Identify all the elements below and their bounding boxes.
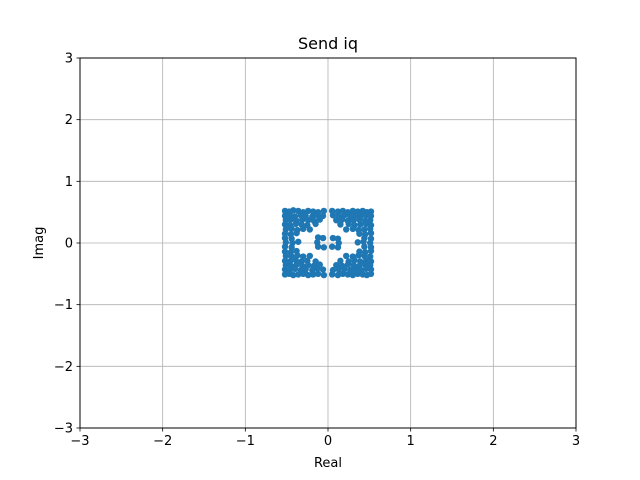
data-point bbox=[329, 212, 337, 219]
data-point bbox=[328, 271, 336, 278]
y-tick-label: 3 bbox=[65, 52, 73, 67]
data-point bbox=[344, 271, 352, 278]
data-point bbox=[337, 257, 344, 265]
data-point bbox=[319, 234, 327, 242]
data-point bbox=[337, 221, 344, 228]
y-tick-label: 0 bbox=[65, 237, 73, 252]
x-tick-label: −2 bbox=[153, 434, 172, 449]
data-point bbox=[367, 270, 375, 278]
data-point bbox=[361, 243, 368, 250]
data-point bbox=[304, 216, 312, 224]
data-point bbox=[314, 270, 322, 278]
data-point bbox=[288, 225, 295, 233]
data-point bbox=[314, 243, 322, 250]
x-tick-label: −1 bbox=[236, 434, 255, 449]
data-point bbox=[342, 252, 350, 260]
data-point bbox=[309, 208, 317, 215]
data-point bbox=[282, 252, 290, 260]
data-point bbox=[291, 265, 299, 273]
data-point bbox=[366, 253, 374, 260]
data-point bbox=[334, 244, 342, 251]
data-point bbox=[361, 252, 368, 260]
data-point bbox=[334, 271, 342, 279]
x-tick-label: 1 bbox=[407, 434, 415, 449]
data-point bbox=[356, 216, 363, 223]
data-point bbox=[295, 238, 302, 245]
data-point bbox=[367, 247, 375, 255]
data-point bbox=[350, 216, 357, 224]
x-tick-label: 3 bbox=[572, 434, 580, 449]
axis-ticks: −3 −2 −1 0 1 2 3 −3 −2 −1 0 1 2 3 bbox=[54, 52, 580, 450]
y-tick-label: −1 bbox=[54, 298, 73, 313]
data-point bbox=[281, 266, 289, 273]
data-point bbox=[295, 271, 302, 278]
data-point bbox=[281, 243, 289, 250]
x-axis-label: Real bbox=[314, 456, 342, 471]
x-tick-label: −3 bbox=[70, 434, 89, 449]
data-point bbox=[293, 229, 300, 237]
y-tick-label: 1 bbox=[65, 175, 73, 190]
data-point bbox=[362, 220, 370, 228]
y-tick-label: 2 bbox=[65, 113, 73, 128]
x-tick-label: 2 bbox=[489, 434, 497, 449]
data-point bbox=[306, 252, 314, 260]
data-point bbox=[349, 225, 356, 233]
data-point bbox=[333, 216, 340, 224]
data-point bbox=[290, 207, 297, 214]
data-point bbox=[290, 271, 297, 279]
data-point bbox=[342, 226, 350, 233]
data-point bbox=[355, 252, 362, 259]
data-point bbox=[281, 221, 289, 228]
data-point bbox=[320, 271, 328, 279]
y-tick-label: −2 bbox=[54, 360, 73, 375]
data-point bbox=[294, 252, 301, 259]
data-points bbox=[281, 207, 375, 279]
data-point bbox=[349, 271, 356, 279]
data-point bbox=[338, 216, 346, 223]
data-point bbox=[360, 238, 367, 245]
data-point bbox=[328, 243, 336, 250]
data-point bbox=[316, 216, 323, 223]
data-point bbox=[345, 220, 352, 228]
data-point bbox=[341, 265, 348, 273]
data-point bbox=[314, 234, 322, 241]
x-tick-label: 0 bbox=[324, 434, 332, 449]
data-point bbox=[351, 257, 358, 264]
data-point bbox=[339, 270, 347, 278]
data-point bbox=[299, 216, 306, 223]
data-point bbox=[335, 266, 342, 273]
data-point bbox=[288, 253, 295, 260]
data-point bbox=[367, 229, 375, 237]
data-point bbox=[344, 261, 352, 268]
chart-title: Send iq bbox=[298, 34, 358, 53]
data-point bbox=[288, 244, 295, 251]
data-point bbox=[354, 239, 361, 246]
data-point bbox=[287, 216, 294, 223]
data-point bbox=[304, 207, 312, 215]
data-point bbox=[361, 226, 368, 233]
data-point bbox=[312, 220, 319, 228]
data-point bbox=[329, 234, 337, 242]
data-point bbox=[292, 220, 299, 228]
data-point bbox=[320, 244, 328, 251]
y-tick-label: −3 bbox=[54, 422, 73, 437]
data-point bbox=[309, 271, 317, 278]
data-point bbox=[357, 221, 364, 228]
data-point bbox=[300, 270, 307, 278]
data-point bbox=[300, 225, 307, 233]
data-point bbox=[366, 216, 374, 224]
data-point bbox=[362, 212, 370, 219]
data-point bbox=[352, 212, 359, 219]
data-point bbox=[362, 265, 370, 273]
data-point bbox=[300, 253, 307, 260]
data-point bbox=[356, 230, 363, 237]
y-axis-label: Imag bbox=[32, 227, 47, 260]
data-point bbox=[354, 270, 361, 278]
data-point bbox=[314, 265, 321, 273]
data-point bbox=[319, 266, 327, 273]
data-point bbox=[306, 226, 314, 233]
data-point bbox=[320, 207, 328, 215]
data-point bbox=[304, 271, 312, 279]
